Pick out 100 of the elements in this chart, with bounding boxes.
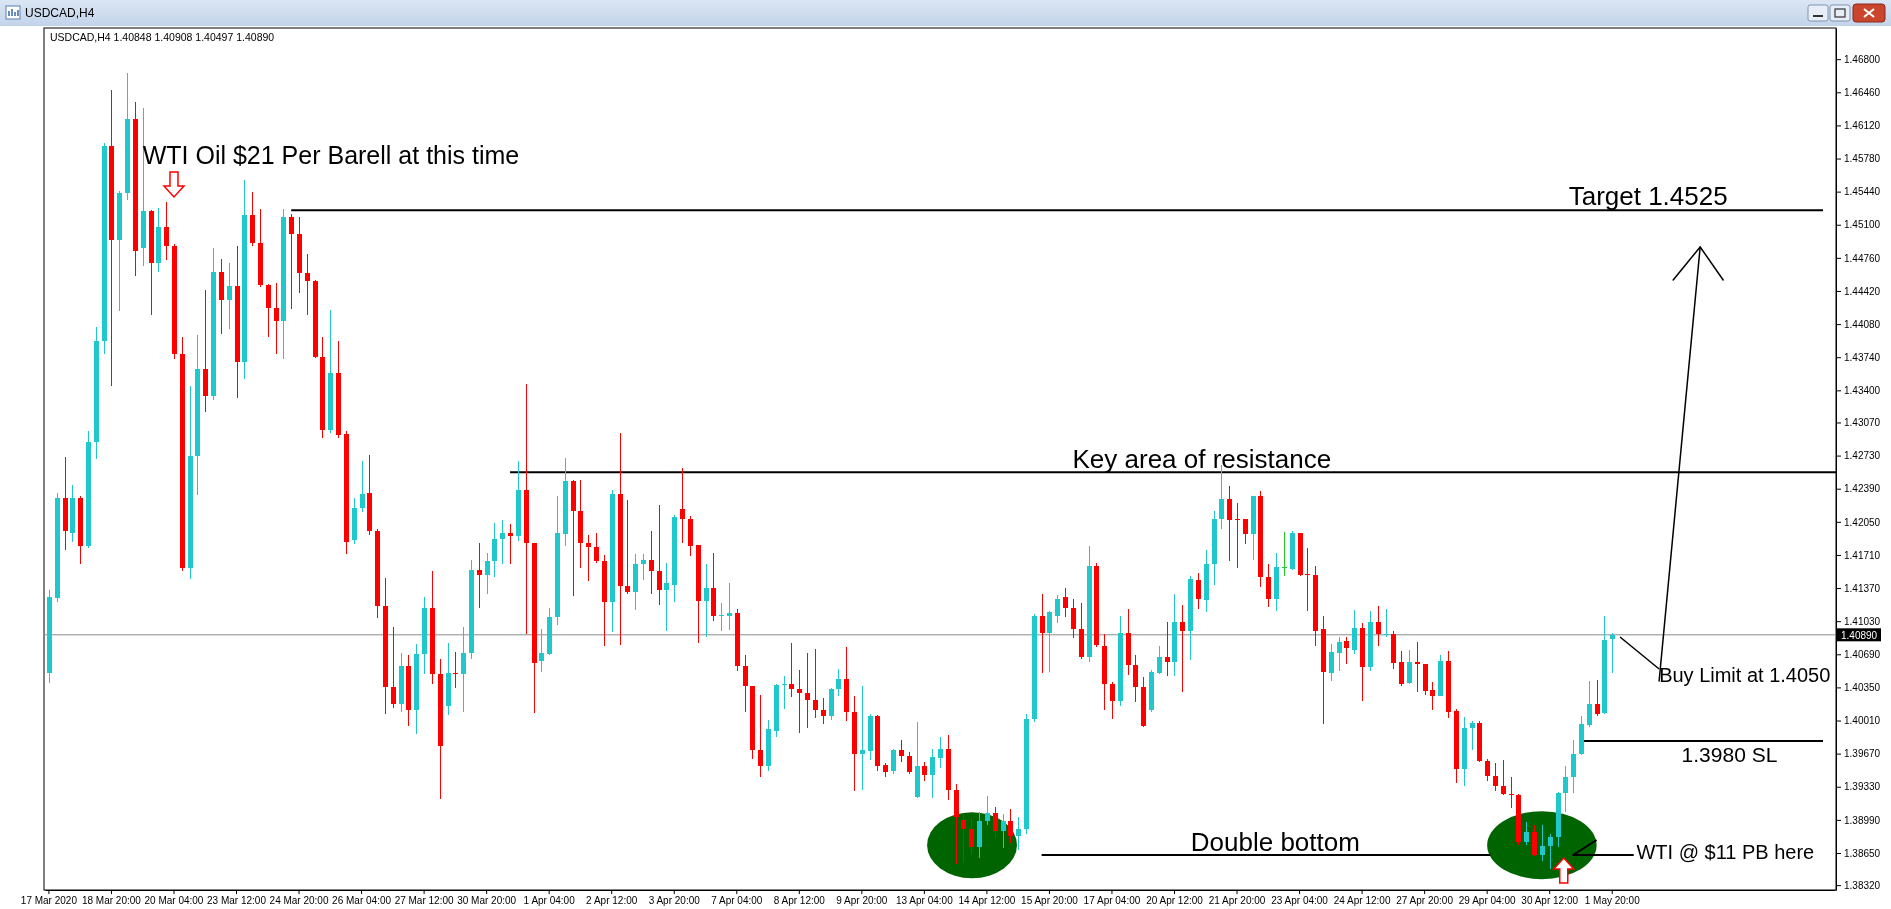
candlestick — [891, 747, 896, 775]
candlestick — [1055, 594, 1060, 624]
candlestick — [1063, 587, 1068, 619]
candlestick — [860, 685, 865, 791]
candlestick — [930, 747, 935, 800]
candlestick — [1610, 632, 1615, 674]
annotation: WTI @ $11 PB here — [1636, 841, 1815, 864]
candlestick — [727, 582, 732, 631]
candlestick — [1470, 720, 1475, 751]
candlestick — [1337, 635, 1342, 672]
candlestick — [680, 467, 685, 545]
candlestick — [1493, 762, 1498, 792]
candlestick — [899, 739, 904, 764]
x-tick-label: 7 Apr 04:00 — [711, 895, 763, 907]
candlestick — [1165, 621, 1170, 677]
x-tick-label: 24 Apr 12:00 — [1333, 895, 1391, 907]
y-tick-label: 1.43740 — [1844, 351, 1881, 363]
candlestick — [985, 795, 990, 826]
ref-line-label: Key area of resistance — [1072, 444, 1332, 475]
candlestick — [813, 648, 818, 719]
candlestick — [164, 201, 169, 261]
y-tick-label: 1.38320 — [1844, 879, 1881, 891]
candlestick — [704, 562, 709, 638]
candlestick — [1001, 813, 1006, 849]
candlestick — [274, 282, 279, 356]
candlestick — [1501, 759, 1506, 796]
x-tick-label: 30 Apr 12:00 — [1521, 895, 1579, 907]
candlestick — [1227, 484, 1232, 562]
x-tick-label: 27 Mar 12:00 — [394, 895, 454, 907]
candlestick — [1235, 502, 1240, 569]
x-tick-label: 27 Apr 20:00 — [1396, 895, 1454, 907]
y-tick-label: 1.42390 — [1844, 483, 1881, 495]
y-tick-label: 1.38990 — [1844, 814, 1881, 826]
candlestick — [961, 813, 966, 864]
chart-subtitle: USDCAD,H4 1.40848 1.40908 1.40497 1.40890 — [50, 31, 275, 43]
candlestick — [625, 499, 630, 595]
y-tick-label: 1.38650 — [1844, 847, 1881, 859]
candlestick — [1376, 604, 1381, 647]
annotation: Buy Limit at 1.4050 — [1659, 664, 1831, 687]
candlestick — [1071, 597, 1076, 639]
candlestick — [1384, 608, 1389, 638]
candlestick — [391, 626, 396, 709]
candlestick — [539, 628, 544, 673]
y-tick-label: 1.42730 — [1844, 450, 1881, 462]
y-tick-label: 1.40690 — [1844, 648, 1881, 660]
ref-line-label: Target 1.4525 — [1568, 181, 1728, 212]
candlestick — [586, 534, 591, 583]
chart-title: USDCAD,H4 — [25, 6, 95, 20]
y-tick-label: 1.43400 — [1844, 385, 1881, 397]
candlestick — [1563, 765, 1568, 813]
ref-line-label: 1.40890 — [1841, 629, 1878, 641]
x-tick-label: 24 Mar 20:00 — [269, 895, 329, 907]
x-tick-label: 17 Mar 2020 — [20, 895, 78, 907]
y-tick-label: 1.46460 — [1844, 86, 1881, 98]
y-tick-label: 1.46800 — [1844, 53, 1881, 65]
candlestick — [594, 531, 599, 564]
y-tick-label: 1.41030 — [1844, 615, 1881, 627]
candlestick — [1571, 739, 1576, 794]
candlestick — [719, 601, 724, 632]
candlestick — [453, 651, 458, 690]
x-tick-label: 26 Mar 04:00 — [332, 895, 392, 907]
candlestick — [1430, 680, 1435, 711]
candlestick — [743, 654, 748, 713]
candlestick — [1524, 821, 1529, 846]
y-tick-label: 1.40350 — [1844, 682, 1881, 694]
candlestick — [758, 694, 763, 778]
y-tick-label: 1.40010 — [1844, 715, 1881, 727]
y-tick-label: 1.45780 — [1844, 153, 1881, 165]
candlestick — [1595, 678, 1600, 717]
candlestick — [1047, 610, 1052, 673]
y-tick-label: 1.44760 — [1844, 252, 1881, 264]
candlestick — [805, 652, 810, 730]
candlestick — [1399, 650, 1404, 688]
x-tick-label: 20 Mar 04:00 — [144, 895, 204, 907]
x-tick-label: 13 Apr 04:00 — [896, 895, 954, 907]
candlestick — [1008, 808, 1013, 845]
candlestick — [1282, 530, 1287, 578]
x-tick-label: 15 Apr 20:00 — [1021, 895, 1079, 907]
candlestick — [1407, 649, 1412, 686]
candlestick — [1532, 823, 1537, 857]
y-tick-label: 1.39330 — [1844, 781, 1881, 793]
candlestick — [1110, 680, 1115, 720]
x-tick-label: 23 Apr 04:00 — [1271, 895, 1329, 907]
candlestick — [305, 253, 310, 317]
candlestick — [641, 553, 646, 582]
x-tick-label: 21 Apr 20:00 — [1208, 895, 1266, 907]
candlestick — [821, 697, 826, 726]
candlestick — [1040, 593, 1045, 674]
y-tick-label: 1.45100 — [1844, 219, 1881, 231]
candlestick — [360, 460, 365, 513]
x-tick-label: 20 Apr 12:00 — [1146, 895, 1204, 907]
candlestick — [461, 626, 466, 713]
x-tick-label: 3 Apr 20:00 — [648, 895, 701, 907]
candlestick — [969, 818, 974, 856]
candlestick — [1329, 642, 1334, 682]
candlestick — [1540, 823, 1545, 862]
candlestick — [1305, 547, 1310, 613]
candlestick — [789, 641, 794, 698]
candlestick — [1016, 816, 1021, 851]
y-tick-label: 1.43070 — [1844, 417, 1881, 429]
